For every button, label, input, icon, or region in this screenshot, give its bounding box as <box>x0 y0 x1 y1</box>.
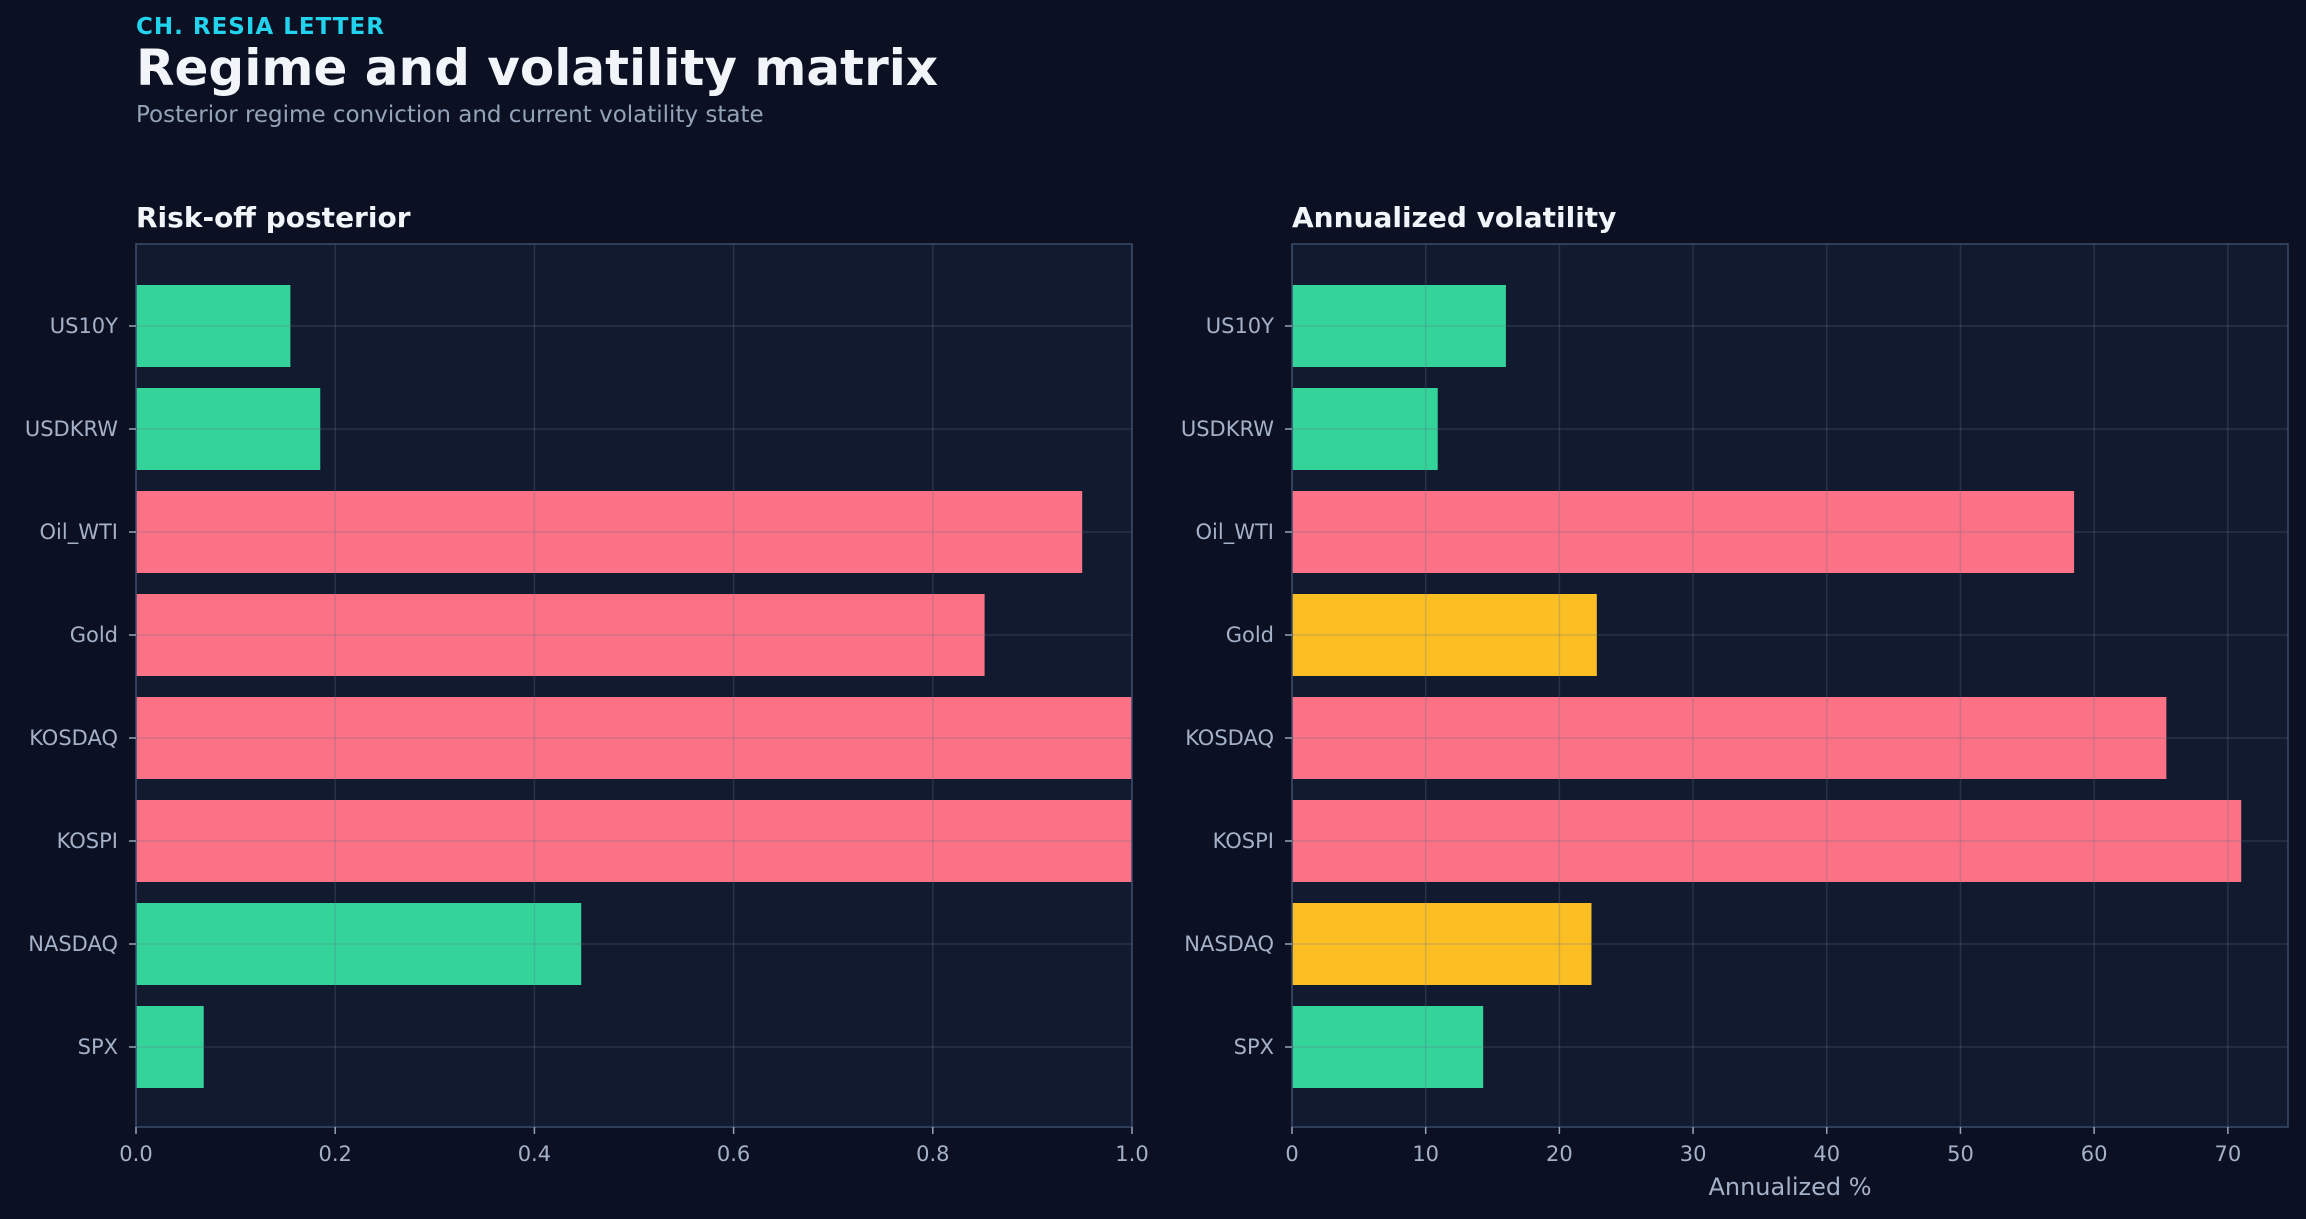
y-tick-label: KOSDAQ <box>1185 726 1274 750</box>
x-tick-label: 70 <box>2214 1142 2241 1166</box>
x-tick-label: 20 <box>1546 1142 1573 1166</box>
bar-usdkrw <box>1292 388 1438 470</box>
bar-kosdaq <box>136 697 1132 779</box>
bar-oil-wti <box>136 491 1083 573</box>
x-axis-label: Annualized % <box>1708 1173 1871 1201</box>
x-tick-label: 0.6 <box>717 1142 750 1166</box>
bar-gold <box>1292 594 1597 676</box>
y-tick-label: Gold <box>1226 623 1274 647</box>
x-tick-label: 40 <box>1813 1142 1840 1166</box>
bar-us10y <box>1292 285 1506 367</box>
x-tick-label: 10 <box>1412 1142 1439 1166</box>
y-tick-label: SPX <box>78 1035 118 1059</box>
y-tick-label: NASDAQ <box>1184 932 1274 956</box>
y-tick-label: SPX <box>1234 1035 1274 1059</box>
chart-title: Annualized volatility <box>1292 201 1616 234</box>
x-tick-label: 0.4 <box>518 1142 551 1166</box>
bar-kospi <box>136 800 1132 882</box>
kicker-label: CH. RESIA LETTER <box>136 14 385 40</box>
x-tick-label: 0 <box>1285 1142 1298 1166</box>
x-tick-label: 1.0 <box>1115 1142 1148 1166</box>
x-tick-label: 0.0 <box>119 1142 152 1166</box>
plot-area <box>136 244 1132 1127</box>
y-tick-label: US10Y <box>50 314 118 338</box>
y-tick-label: USDKRW <box>25 417 118 441</box>
bar-nasdaq <box>136 903 582 985</box>
y-tick-label: Oil_WTI <box>40 520 118 545</box>
bar-us10y <box>136 285 291 367</box>
y-tick-label: US10Y <box>1206 314 1274 338</box>
bar-oil-wti <box>1292 491 2075 573</box>
y-tick-label: USDKRW <box>1181 417 1274 441</box>
bar-gold <box>136 594 985 676</box>
page-title: Regime and volatility matrix <box>136 39 939 97</box>
plot-frame <box>1291 243 2289 1128</box>
plot-frame <box>135 243 1133 1128</box>
y-tick-label: NASDAQ <box>28 932 118 956</box>
y-tick-label: Oil_WTI <box>1196 520 1274 545</box>
bar-nasdaq <box>1292 903 1592 985</box>
x-tick-label: 0.2 <box>318 1142 351 1166</box>
bar-spx <box>136 1006 204 1088</box>
bar-spx <box>1292 1006 1484 1088</box>
y-tick-label: KOSPI <box>1213 829 1274 853</box>
y-tick-label: Gold <box>70 623 118 647</box>
x-tick-label: 0.8 <box>916 1142 949 1166</box>
x-tick-label: 60 <box>2081 1142 2108 1166</box>
x-tick-label: 30 <box>1680 1142 1707 1166</box>
plot-area <box>1292 244 2288 1127</box>
bar-kosdaq <box>1292 697 2167 779</box>
bar-usdkrw <box>136 388 321 470</box>
page-subtitle: Posterior regime conviction and current … <box>136 102 764 128</box>
y-tick-label: KOSDAQ <box>29 726 118 750</box>
y-tick-label: KOSPI <box>57 829 118 853</box>
x-tick-label: 50 <box>1947 1142 1974 1166</box>
bar-kospi <box>1292 800 2242 882</box>
chart-title: Risk-off posterior <box>136 201 411 234</box>
